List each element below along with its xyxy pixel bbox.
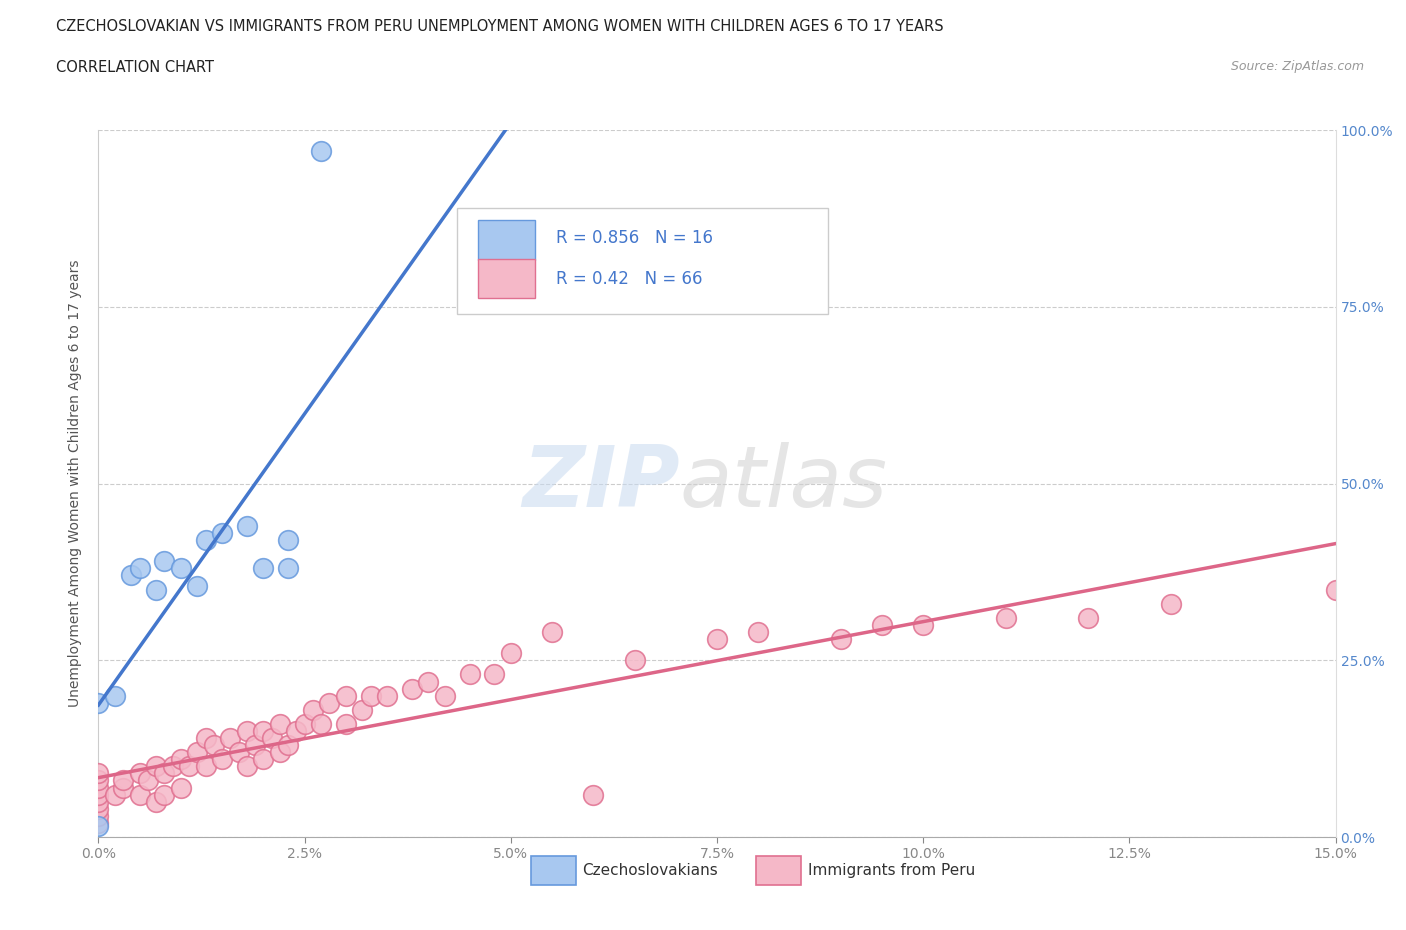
Point <box>186 578 208 593</box>
Point <box>335 716 357 731</box>
Point <box>194 759 217 774</box>
Point <box>484 667 506 682</box>
Point <box>236 759 259 774</box>
Point <box>302 702 325 717</box>
FancyBboxPatch shape <box>478 220 536 259</box>
Point <box>128 561 150 576</box>
Text: CORRELATION CHART: CORRELATION CHART <box>56 60 214 75</box>
Point <box>236 724 259 738</box>
Point <box>318 696 340 711</box>
Point <box>219 731 242 746</box>
Point <box>211 525 233 540</box>
Point <box>128 766 150 781</box>
Point <box>186 745 208 760</box>
Point <box>582 787 605 802</box>
Point <box>252 561 274 576</box>
Point <box>170 561 193 576</box>
Point <box>87 787 110 802</box>
Point <box>830 631 852 646</box>
Point <box>912 618 935 632</box>
FancyBboxPatch shape <box>478 259 536 299</box>
Point <box>112 780 135 795</box>
Point <box>211 751 233 766</box>
Point <box>401 681 423 696</box>
Text: R = 0.856   N = 16: R = 0.856 N = 16 <box>557 230 713 247</box>
Point <box>260 731 283 746</box>
Point <box>418 674 440 689</box>
Point <box>87 794 110 809</box>
Point <box>153 787 176 802</box>
Point <box>335 688 357 703</box>
Point <box>1324 582 1347 597</box>
Text: R = 0.42   N = 66: R = 0.42 N = 66 <box>557 270 703 287</box>
Point <box>202 737 225 752</box>
Point <box>285 724 308 738</box>
Point <box>375 688 398 703</box>
Point <box>269 745 291 760</box>
Text: Source: ZipAtlas.com: Source: ZipAtlas.com <box>1230 60 1364 73</box>
Point <box>499 645 522 660</box>
Point <box>87 816 110 830</box>
Point <box>112 773 135 788</box>
Point <box>104 688 127 703</box>
Point <box>277 737 299 752</box>
Point <box>120 568 142 583</box>
Point <box>623 653 645 668</box>
Text: CZECHOSLOVAKIAN VS IMMIGRANTS FROM PERU UNEMPLOYMENT AMONG WOMEN WITH CHILDREN A: CZECHOSLOVAKIAN VS IMMIGRANTS FROM PERU … <box>56 19 943 33</box>
Point <box>170 780 193 795</box>
Point <box>360 688 382 703</box>
Point <box>153 766 176 781</box>
Point <box>994 610 1017 625</box>
Point <box>153 554 176 569</box>
Point <box>87 802 110 817</box>
Point <box>870 618 893 632</box>
Point <box>170 751 193 766</box>
Text: atlas: atlas <box>681 442 889 525</box>
Point <box>352 702 374 717</box>
Point <box>1160 596 1182 611</box>
Point <box>179 759 201 774</box>
FancyBboxPatch shape <box>457 208 828 314</box>
Point <box>541 625 564 640</box>
Text: Czechoslovakians: Czechoslovakians <box>582 863 718 878</box>
Point <box>228 745 250 760</box>
Point <box>87 773 110 788</box>
Point <box>145 582 167 597</box>
Point <box>309 144 332 159</box>
Point <box>252 751 274 766</box>
Y-axis label: Unemployment Among Women with Children Ages 6 to 17 years: Unemployment Among Women with Children A… <box>69 259 83 708</box>
Point <box>87 819 110 834</box>
Point <box>194 731 217 746</box>
Point <box>104 787 127 802</box>
Point <box>87 808 110 823</box>
Point <box>706 631 728 646</box>
Point <box>1077 610 1099 625</box>
Text: ZIP: ZIP <box>522 442 681 525</box>
Point <box>145 759 167 774</box>
Point <box>162 759 184 774</box>
Point <box>458 667 481 682</box>
Point <box>309 716 332 731</box>
Point <box>252 724 274 738</box>
Point <box>269 716 291 731</box>
Point <box>277 561 299 576</box>
Point <box>194 533 217 548</box>
Point <box>145 794 167 809</box>
Point <box>294 716 316 731</box>
Point <box>243 737 266 752</box>
Point <box>747 625 769 640</box>
Point <box>128 787 150 802</box>
Text: Immigrants from Peru: Immigrants from Peru <box>808 863 976 878</box>
Point <box>87 766 110 781</box>
Point <box>136 773 159 788</box>
Point <box>277 533 299 548</box>
Point <box>236 519 259 534</box>
Point <box>87 780 110 795</box>
Point <box>433 688 456 703</box>
Point <box>87 696 110 711</box>
